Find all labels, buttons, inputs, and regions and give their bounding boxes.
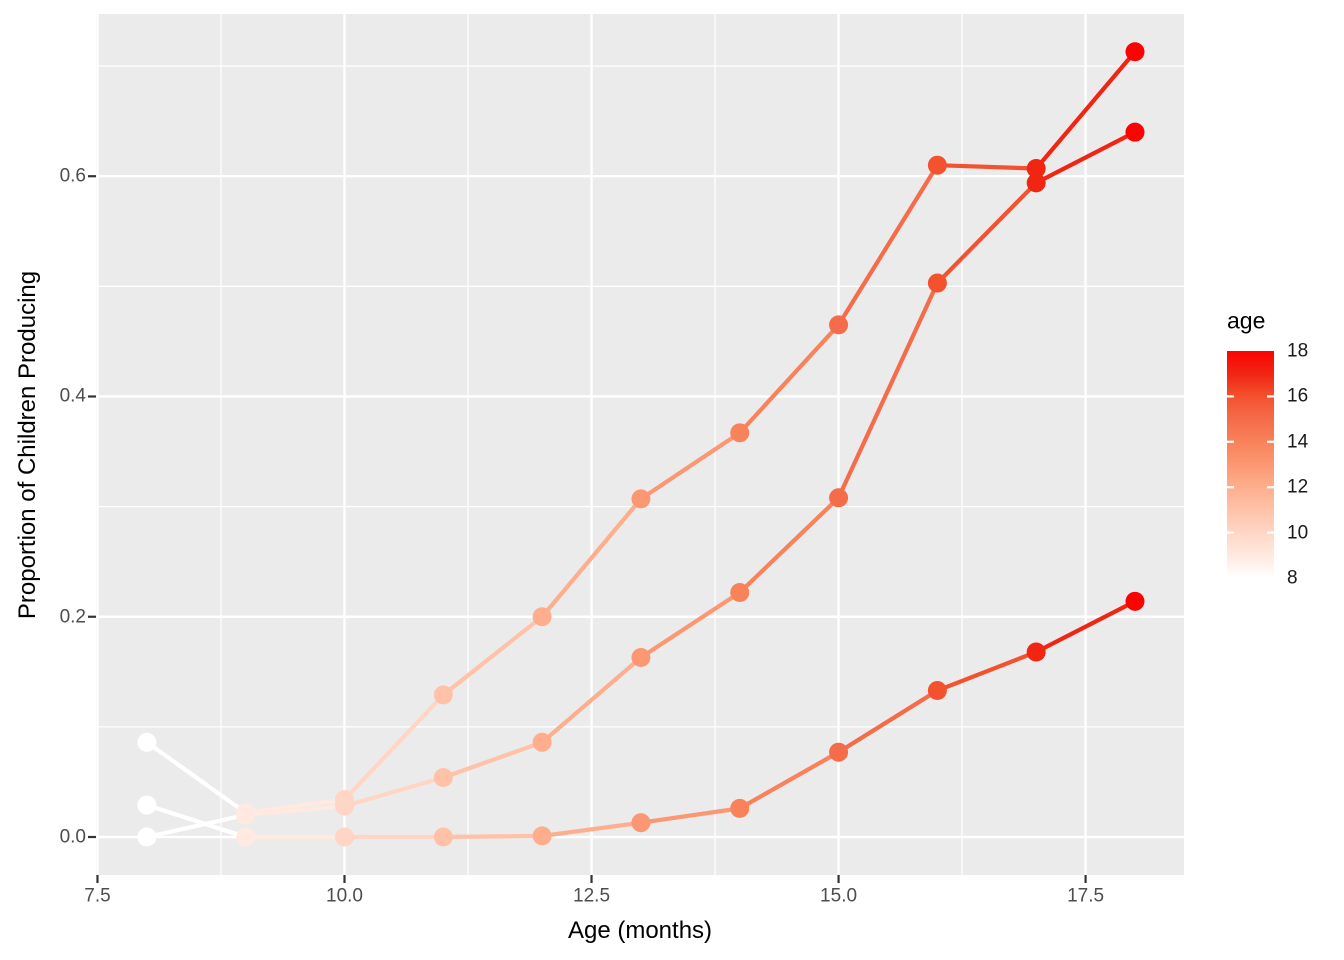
y-tick-label: 0.0 — [59, 826, 86, 848]
series-line-segment — [146, 812, 247, 840]
series-line-segment — [443, 833, 543, 840]
series-line-segment — [342, 693, 445, 802]
series-line-segment — [639, 590, 741, 660]
data-point — [137, 827, 157, 847]
x-axis-title: Age (months) — [567, 917, 713, 944]
series-line-segment — [639, 431, 741, 501]
data-point — [137, 795, 157, 815]
series-line-segment — [541, 820, 642, 838]
legend-tick-label: 14 — [1287, 431, 1309, 453]
data-point — [1125, 591, 1145, 611]
x-tick-label: 15.0 — [820, 885, 858, 907]
series-line-segment — [1035, 599, 1136, 654]
data-point — [631, 489, 651, 509]
data-point — [1125, 122, 1145, 142]
series-line-segment — [540, 655, 643, 744]
series-line-segment — [1034, 50, 1137, 170]
data-point — [335, 827, 355, 847]
data-point — [236, 827, 256, 847]
series-line-segment — [738, 496, 841, 595]
series-line-segment — [640, 806, 741, 825]
series-line-segment — [936, 650, 1037, 693]
data-point — [433, 827, 453, 847]
data-point — [927, 155, 947, 175]
series-line-segment — [145, 740, 247, 815]
y-tick-label: 0.4 — [59, 385, 86, 407]
series-line-segment — [442, 740, 543, 780]
series-line-segment — [1035, 130, 1136, 185]
data-point — [236, 805, 256, 825]
data-point — [532, 607, 552, 627]
data-point — [137, 732, 157, 752]
data-point — [927, 681, 947, 701]
series-line-segment — [343, 775, 444, 809]
series-line-segment — [738, 750, 840, 811]
data-point — [1026, 642, 1046, 662]
y-tick-label: 0.6 — [59, 165, 86, 187]
series-line-segment — [935, 181, 1038, 285]
series-line-segment — [837, 688, 939, 754]
x-tick-label: 10.0 — [326, 885, 363, 907]
data-point — [532, 826, 552, 846]
data-point — [433, 768, 453, 788]
series-line-segment — [245, 797, 345, 815]
series-line-segment — [836, 282, 940, 499]
data-point — [730, 798, 750, 818]
legend-tick-label: 8 — [1287, 567, 1298, 589]
data-point — [1026, 173, 1046, 193]
series-line-segment — [540, 497, 643, 619]
legend-tick-label: 16 — [1287, 385, 1309, 407]
series-line-segment — [146, 803, 247, 840]
data-point — [433, 685, 453, 705]
legend-tick-label: 12 — [1287, 476, 1309, 498]
series-line-segment — [245, 804, 345, 818]
legend-gradient-bar — [1227, 351, 1274, 578]
series-line-segment — [836, 164, 940, 327]
data-point — [631, 647, 651, 667]
data-point — [1125, 42, 1145, 62]
data-point — [829, 488, 849, 508]
plot-panel — [96, 14, 1184, 875]
legend-tick-label: 18 — [1287, 340, 1309, 362]
data-point — [631, 813, 651, 833]
x-tick-label: 17.5 — [1067, 885, 1105, 907]
data-point — [1026, 159, 1046, 179]
data-point — [829, 742, 849, 762]
data-point — [829, 315, 849, 335]
y-tick-label: 0.2 — [59, 606, 86, 628]
data-point — [730, 583, 750, 603]
legend-title: age — [1227, 307, 1266, 334]
series-line-segment — [442, 615, 544, 697]
data-point — [532, 732, 552, 752]
data-point — [927, 273, 947, 293]
x-tick-label: 12.5 — [573, 885, 611, 907]
legend-tick-label: 10 — [1287, 522, 1309, 544]
series-line-segment — [738, 323, 841, 435]
x-tick-label: 7.5 — [84, 885, 111, 907]
y-axis-title: Proportion of Children Producing — [14, 270, 41, 620]
data-point — [335, 796, 355, 816]
series-line-segment — [937, 163, 1037, 171]
data-point — [730, 423, 750, 443]
